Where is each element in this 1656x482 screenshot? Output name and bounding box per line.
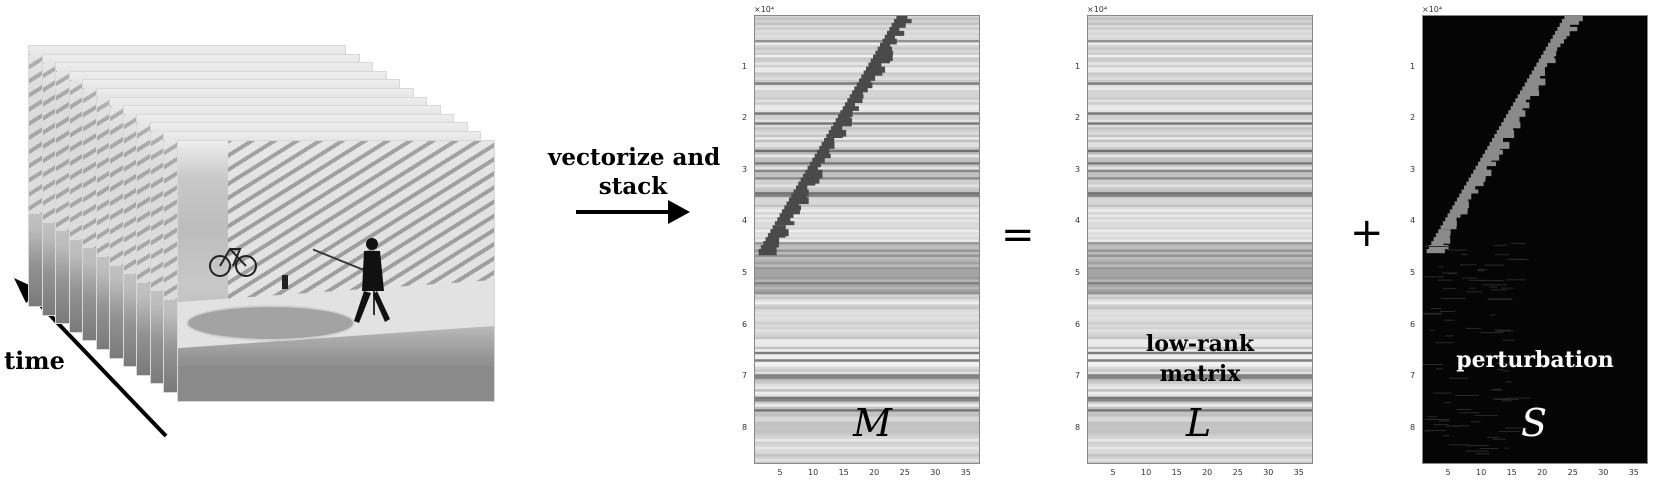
y-tick-label: 6 bbox=[742, 319, 748, 329]
equals-sign: = bbox=[1001, 212, 1035, 258]
x-tick-label: 10 bbox=[808, 468, 819, 477]
x-tick-label: 5 bbox=[777, 468, 783, 477]
y-tick-label: 1 bbox=[1410, 61, 1416, 71]
x-tick-label: 15 bbox=[1506, 468, 1517, 477]
video-frame-front bbox=[176, 139, 495, 402]
time-label: time bbox=[4, 346, 65, 375]
y-tick-label: 4 bbox=[1410, 216, 1416, 226]
x-tick-label: 5 bbox=[1110, 468, 1116, 477]
y-tick-label: 6 bbox=[1075, 319, 1081, 329]
panel-caption-line2: matrix bbox=[1159, 360, 1241, 387]
x-tick-label: 5 bbox=[1445, 468, 1451, 477]
y-tick-label: 4 bbox=[1075, 216, 1081, 226]
x-tick-label: 15 bbox=[838, 468, 849, 477]
y-tick-label: 5 bbox=[742, 268, 748, 278]
vectorize-label: vectorize and stack bbox=[548, 144, 721, 202]
plus-sign: + bbox=[1350, 210, 1384, 256]
y-axis-exponent: ×10⁴ bbox=[1422, 5, 1443, 14]
x-tick-label: 20 bbox=[869, 468, 880, 477]
scene-figures bbox=[208, 237, 390, 323]
x-tick-label: 30 bbox=[1598, 468, 1609, 477]
y-tick-label: 3 bbox=[742, 164, 748, 174]
matrix-letter-M: M bbox=[853, 401, 892, 445]
y-tick-label: 1 bbox=[1075, 61, 1081, 71]
vectorize-label-line2: stack bbox=[598, 172, 668, 200]
y-axis-exponent: ×10⁴ bbox=[754, 5, 775, 14]
y-tick-label: 7 bbox=[1410, 371, 1416, 381]
x-tick-label: 30 bbox=[1263, 468, 1274, 477]
matrix-letter-L: L bbox=[1186, 401, 1212, 445]
y-tick-label: 8 bbox=[742, 422, 748, 432]
y-tick-label: 4 bbox=[742, 216, 748, 226]
x-tick-label: 25 bbox=[1232, 468, 1243, 477]
panel-caption-line1: perturbation bbox=[1456, 347, 1614, 373]
y-axis-exponent: ×10⁴ bbox=[1087, 5, 1108, 14]
x-tick-label: 30 bbox=[930, 468, 941, 477]
y-tick-label: 2 bbox=[1410, 113, 1416, 123]
x-tick-label: 20 bbox=[1202, 468, 1213, 477]
x-tick-label: 35 bbox=[1293, 468, 1304, 477]
matrix-image-M bbox=[754, 15, 980, 464]
matrix-letter-S: S bbox=[1521, 401, 1548, 445]
panel-caption-line1: low-rank bbox=[1145, 331, 1255, 357]
x-tick-label: 10 bbox=[1476, 468, 1487, 477]
y-tick-label: 8 bbox=[1075, 422, 1081, 432]
time-arrowhead bbox=[14, 278, 40, 303]
matrix-image-L bbox=[1087, 15, 1313, 464]
y-tick-label: 2 bbox=[742, 113, 748, 123]
x-tick-label: 10 bbox=[1141, 468, 1152, 477]
y-tick-label: 7 bbox=[742, 371, 748, 381]
y-tick-label: 5 bbox=[1075, 268, 1081, 278]
vectorize-arrowhead bbox=[668, 200, 690, 224]
x-tick-label: 35 bbox=[1628, 468, 1639, 477]
matrix-image-S bbox=[1422, 15, 1648, 464]
y-tick-label: 2 bbox=[1075, 113, 1081, 123]
y-tick-label: 7 bbox=[1075, 371, 1081, 381]
y-tick-label: 1 bbox=[742, 61, 748, 71]
panel-caption-S: perturbation bbox=[1422, 346, 1648, 376]
x-tick-label: 25 bbox=[1567, 468, 1578, 477]
vectorize-label-line1: vectorize and bbox=[548, 144, 721, 171]
y-tick-label: 5 bbox=[1410, 268, 1416, 278]
bicycle bbox=[208, 246, 257, 277]
y-tick-label: 8 bbox=[1410, 422, 1416, 432]
x-tick-label: 20 bbox=[1537, 468, 1548, 477]
pedestrian bbox=[353, 237, 390, 323]
y-tick-label: 3 bbox=[1410, 164, 1416, 174]
x-tick-label: 15 bbox=[1171, 468, 1182, 477]
panel-caption-L: low-rank matrix bbox=[1087, 330, 1313, 389]
x-tick-label: 35 bbox=[960, 468, 971, 477]
y-tick-label: 3 bbox=[1075, 164, 1081, 174]
y-tick-label: 6 bbox=[1410, 319, 1416, 329]
hydrant bbox=[281, 274, 288, 289]
x-tick-label: 25 bbox=[899, 468, 910, 477]
